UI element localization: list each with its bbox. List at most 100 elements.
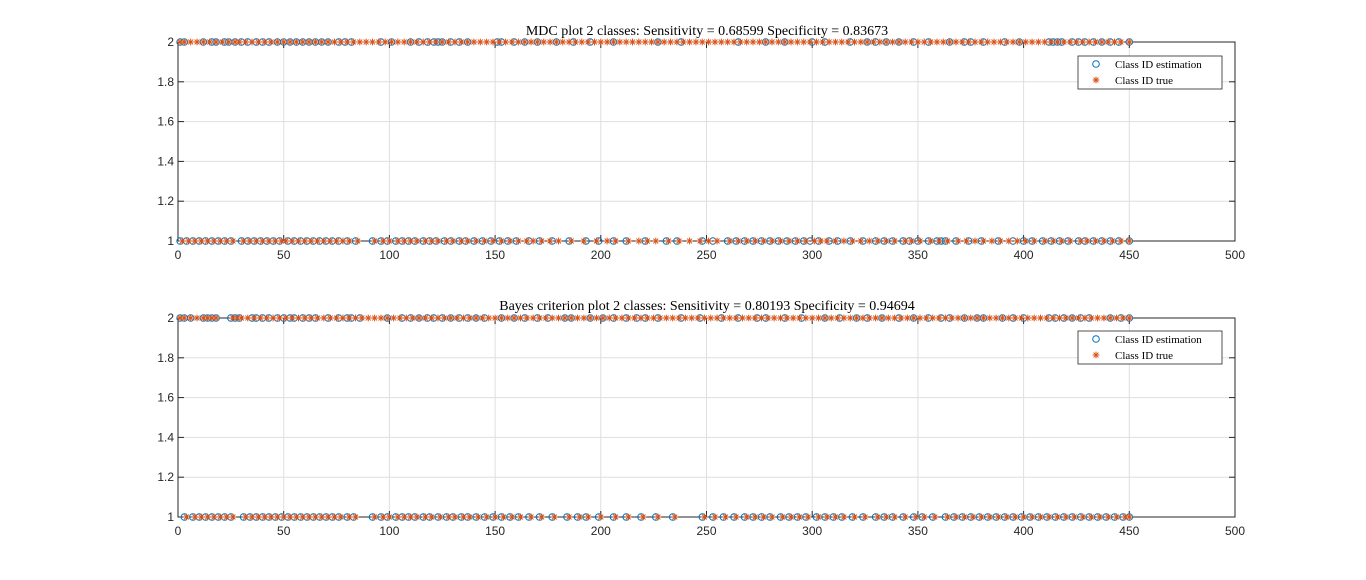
true-point (343, 38, 351, 46)
x-tick-label: 300 (802, 248, 822, 262)
true-point (548, 314, 556, 322)
true-point (1125, 237, 1133, 245)
true-point (876, 38, 884, 46)
true-point (242, 38, 250, 46)
y-tick-label: 1.6 (157, 391, 174, 405)
true-point (944, 237, 951, 245)
true-point (580, 237, 588, 245)
true-point (339, 314, 347, 322)
true-point (1060, 38, 1068, 46)
true-point (445, 38, 452, 46)
true-point (994, 513, 1002, 521)
true-point (567, 237, 575, 245)
y-tick-label: 1 (167, 510, 174, 524)
true-point (1030, 314, 1038, 322)
true-point (565, 38, 573, 46)
true-point (610, 38, 617, 46)
true-point (768, 38, 776, 46)
true-point (466, 314, 474, 322)
true-point (705, 237, 713, 245)
true-point (242, 513, 250, 521)
true-point (840, 513, 848, 521)
true-point (914, 38, 922, 46)
true-point (443, 237, 450, 245)
true-point (538, 237, 546, 245)
true-point (1121, 513, 1129, 521)
y-tick-label: 1 (167, 234, 174, 248)
true-point (305, 513, 313, 521)
true-point (312, 38, 319, 46)
true-point (527, 513, 535, 521)
legend-box (1077, 330, 1223, 365)
true-point (698, 38, 706, 46)
true-point (191, 513, 199, 521)
true-point (667, 38, 674, 46)
true-point (326, 314, 334, 322)
true-point (472, 237, 480, 245)
true-point (331, 513, 338, 521)
true-point (559, 38, 567, 46)
x-tick-label: 100 (379, 248, 399, 262)
true-point (1045, 513, 1053, 521)
legend-estimation-label: Class ID estimation (1115, 334, 1202, 346)
true-point (631, 314, 639, 322)
true-point (903, 314, 911, 322)
true-point (941, 314, 949, 322)
true-point (954, 314, 962, 322)
true-point (1024, 314, 1032, 322)
true-point (996, 237, 1004, 245)
true-point (1068, 314, 1076, 322)
true-point (459, 513, 467, 521)
true-point (751, 314, 759, 322)
true-point (901, 38, 909, 46)
true-point (992, 314, 1000, 322)
true-point (440, 314, 448, 322)
true-point (673, 38, 681, 46)
true-point (1037, 314, 1044, 322)
true-point (428, 237, 436, 245)
true-point (265, 237, 273, 245)
true-point (1066, 237, 1074, 245)
true-point (464, 38, 472, 46)
true-point (206, 38, 214, 46)
true-point (491, 314, 499, 322)
true-point (1085, 38, 1093, 46)
true-point (187, 38, 195, 46)
true-point (920, 513, 928, 521)
true-point (413, 513, 421, 521)
true-point (745, 314, 753, 322)
true-point (686, 237, 693, 245)
true-point (853, 314, 860, 322)
true-point (779, 513, 787, 521)
true-point (700, 314, 708, 322)
x-tick-label: 0 (175, 524, 182, 538)
true-point (273, 38, 281, 46)
true-point (832, 237, 839, 245)
true-point (356, 38, 364, 46)
legend-true-icon (1092, 76, 1100, 84)
true-point (481, 237, 488, 245)
true-point (337, 38, 345, 46)
true-point (491, 513, 499, 521)
true-point (948, 314, 956, 322)
true-point (840, 314, 848, 322)
true-point (810, 237, 818, 245)
true-point (825, 38, 833, 46)
legend-box (1077, 55, 1223, 90)
true-point (969, 513, 977, 521)
legend-estimation-icon (1092, 60, 1100, 68)
y-tick-label: 1.8 (157, 75, 174, 89)
x-tick-label: 100 (379, 524, 399, 538)
true-point (282, 314, 290, 322)
true-point (199, 314, 207, 322)
true-point (514, 38, 522, 46)
true-point (895, 38, 903, 46)
true-point (489, 38, 497, 46)
true-point (874, 237, 882, 245)
x-tick-label: 450 (1119, 248, 1139, 262)
true-point (216, 237, 224, 245)
true-point (755, 38, 763, 46)
true-point (379, 237, 387, 245)
true-point (1022, 38, 1030, 46)
true-point (318, 38, 326, 46)
